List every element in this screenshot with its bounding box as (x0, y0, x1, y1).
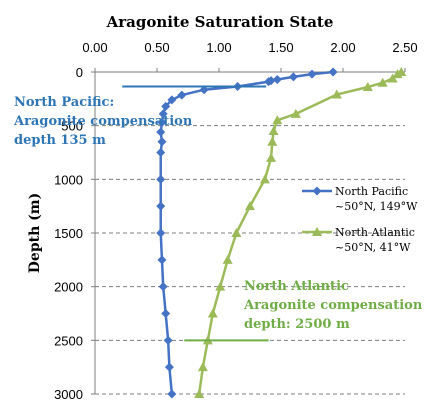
data-point (158, 109, 168, 119)
x-tick-label: 0.50 (144, 40, 169, 55)
data-point (161, 101, 171, 111)
annotation-text: Aragonite compensation (243, 298, 423, 313)
data-point (392, 69, 403, 79)
legend-marker (312, 186, 322, 196)
legend-label-detail: ~50°N, 41°W (335, 241, 411, 254)
legend-label-detail: ~50°N, 149°W (335, 200, 418, 213)
data-point (264, 77, 274, 87)
y-tick-label: 2000 (54, 280, 83, 295)
data-point (268, 126, 279, 136)
data-point (167, 95, 177, 105)
annotation-text: Aragonite compensation (13, 114, 193, 129)
data-point (387, 73, 398, 83)
legend-label: North Atlantic (335, 226, 415, 239)
y-ticks: 0 500 1000 1500 2000 2500 3000 (54, 65, 95, 402)
data-point (157, 137, 167, 147)
data-point (267, 136, 278, 146)
data-point (328, 67, 338, 77)
data-point (197, 362, 208, 372)
x-tick-label: 2.50 (392, 40, 417, 55)
data-point (245, 201, 255, 211)
data-point (207, 308, 218, 318)
data-point (161, 309, 171, 318)
x-tick-label: 1.50 (268, 40, 293, 55)
data-point (231, 228, 242, 237)
data-point (156, 174, 166, 184)
data-point (156, 148, 166, 157)
data-point (156, 127, 166, 137)
legend: North Pacific ~50°N, 149°W North Atlantic ~… (302, 185, 418, 254)
x-tick-label: 2.00 (330, 40, 355, 55)
annotation-text: North Pacific: (14, 95, 114, 110)
y-tick-label: 0 (76, 65, 83, 80)
data-point (194, 389, 205, 398)
series-layer (156, 67, 407, 399)
data-point (167, 389, 177, 399)
data-point (288, 72, 298, 82)
series-0 (156, 67, 338, 399)
data-point (272, 115, 283, 125)
y-tick-label: 1500 (54, 226, 83, 241)
y-tick-label: 1000 (54, 172, 83, 187)
annotation-text: depth 135 m (14, 133, 106, 148)
data-point (156, 201, 166, 211)
data-point (177, 90, 187, 100)
annotations: North Pacific: Aragonite compensation dept… (13, 85, 423, 342)
x-tick-label: 0.00 (82, 40, 107, 55)
annotation-text: depth: 2500 m (244, 317, 350, 332)
data-point (307, 69, 317, 79)
data-point (164, 362, 174, 372)
data-point (377, 77, 388, 87)
y-axis-label: Depth (m) (27, 193, 43, 273)
y-tick-label: 3000 (54, 387, 83, 402)
legend-label: North Pacific (335, 185, 408, 198)
data-point (331, 89, 342, 99)
y-tick-label: 2500 (54, 333, 83, 348)
chart-title: Aragonite Saturation State (106, 13, 334, 31)
data-point (158, 282, 168, 292)
data-point (222, 254, 233, 264)
data-point (259, 174, 270, 184)
data-point (215, 281, 226, 291)
data-point (157, 117, 167, 127)
y-tick-label: 500 (61, 119, 83, 134)
annotation-text: North Atlantic (244, 279, 349, 294)
data-point (156, 228, 166, 238)
data-point (362, 82, 373, 92)
series-1 (194, 67, 407, 398)
data-point (157, 255, 167, 265)
x-tick-label: 1.00 (206, 40, 231, 55)
data-point (266, 152, 277, 162)
data-point (163, 335, 173, 345)
data-point (272, 75, 282, 85)
data-point (290, 108, 301, 118)
x-ticks: 0.00 0.50 1.00 1.50 2.00 2.50 (82, 40, 418, 72)
legend-marker (312, 227, 322, 236)
